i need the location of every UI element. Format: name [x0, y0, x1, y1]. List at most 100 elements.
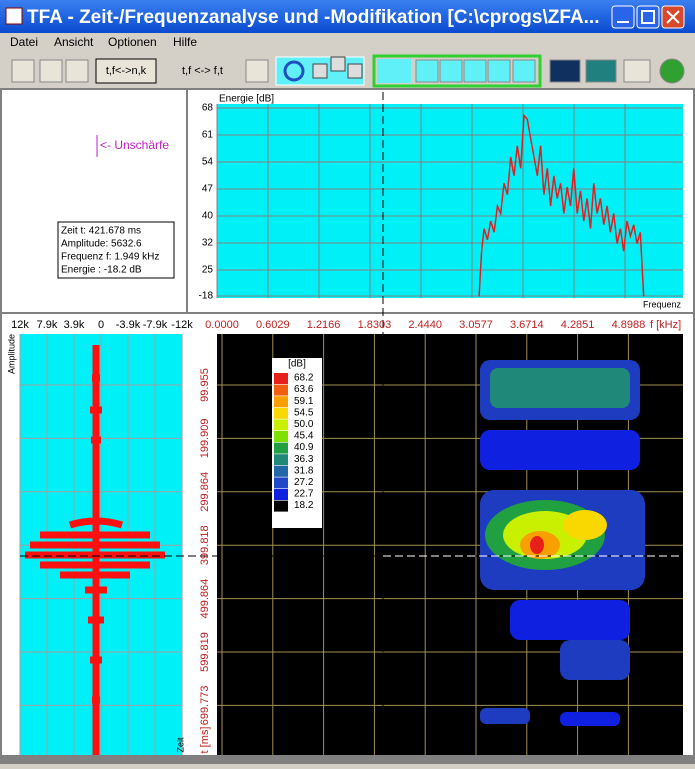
legend-swatch	[274, 407, 288, 419]
info-line: Amplitude: 5632.6	[61, 239, 142, 250]
amplitude-label: Amplitude	[6, 334, 16, 374]
legend-swatch	[274, 396, 288, 408]
legend-level: 22.7	[294, 489, 314, 500]
time-unit: t [ms]	[199, 727, 211, 754]
legend-level: 18.2	[294, 500, 314, 511]
energy-region	[530, 536, 544, 554]
cursor-group	[372, 54, 542, 88]
window-button-glyphs	[617, 10, 680, 24]
info-line: Frequenz f: 1.949 kHz	[61, 252, 159, 263]
legend-unit: [dB]	[288, 359, 306, 370]
legend-level: 45.4	[294, 431, 314, 442]
cursor-button[interactable]	[463, 59, 487, 83]
legend-swatch	[274, 454, 288, 466]
energy-region	[563, 510, 607, 540]
spectrum-y-tick: 40	[202, 211, 214, 222]
freq-tick: 0.0000	[205, 319, 239, 331]
help-button[interactable]	[39, 59, 63, 83]
time-tick: 399.818	[199, 525, 211, 565]
spectrum-y-tick: 47	[202, 184, 214, 195]
camera-button[interactable]	[623, 59, 651, 83]
time-tick: 699.773	[199, 686, 211, 726]
time-label: Zeit	[175, 737, 185, 753]
swap-button[interactable]	[160, 60, 238, 82]
legend-level: 63.6	[294, 384, 314, 395]
amp-tick: 12k	[11, 319, 29, 331]
legend-swatch	[274, 442, 288, 454]
minimize-button[interactable]	[611, 5, 635, 29]
toolbar: t,f<->n,k t,f <-> f,t	[11, 54, 685, 88]
freq-tick: 0.6029	[256, 319, 290, 331]
energy-region	[480, 430, 640, 470]
zoom-in[interactable]	[347, 63, 363, 79]
audio-button[interactable]	[585, 59, 617, 83]
info-line: Zeit t: 421.678 ms	[61, 226, 141, 237]
freq-tick: 1.2166	[307, 319, 341, 331]
legend-swatch	[274, 373, 288, 384]
menu-item[interactable]: Optionen	[108, 35, 157, 49]
spectrum-y-tick: -18	[199, 291, 214, 302]
open-button[interactable]	[11, 59, 35, 83]
info-panel	[2, 90, 186, 312]
legend-swatch	[274, 431, 288, 442]
time-tick: 299.864	[199, 472, 211, 512]
spectrum-y-tick: 25	[202, 265, 214, 276]
energy-region	[510, 600, 630, 640]
freq-tick: 1.8303	[358, 319, 392, 331]
spectrum-y-tick: 54	[202, 157, 214, 168]
waveform	[25, 345, 165, 755]
time-axis-panel	[190, 334, 217, 755]
spectrum-y-tick: 61	[202, 130, 214, 141]
app-icon	[5, 7, 23, 25]
legend-level: 68.2	[294, 373, 314, 384]
waveform-side	[2, 334, 20, 755]
legend-level: 59.1	[294, 396, 314, 407]
zoom-icon[interactable]	[283, 60, 305, 82]
zoom-step[interactable]	[330, 56, 346, 72]
menu-item[interactable]: Ansicht	[54, 35, 94, 49]
freq-unit: f [kHz]	[650, 319, 681, 331]
spectrum-button[interactable]	[549, 59, 581, 83]
legend-level: 40.9	[294, 442, 314, 453]
legend-swatch	[274, 477, 288, 489]
toolbar-label: t,f <-> f,t	[182, 65, 223, 77]
energy-region	[560, 640, 630, 680]
menu-item[interactable]: Datei	[10, 35, 38, 49]
menu-bar: Datei Ansicht Optionen Hilfe	[10, 35, 197, 49]
cursor-button[interactable]	[512, 59, 536, 83]
cursor-button[interactable]	[439, 59, 463, 83]
freq-tick: 4.2851	[561, 319, 595, 331]
toolbar-label: t,f<->n,k	[106, 65, 147, 77]
amp-tick: -12k	[171, 319, 193, 331]
waveform-side	[182, 334, 190, 755]
window-title: TFA - Zeit-/Frequenzanalyse und -Modifik…	[27, 7, 599, 28]
time-tick: 199.909	[199, 419, 211, 459]
cursor-button[interactable]	[415, 59, 439, 83]
energy-region	[490, 368, 630, 408]
energy-region	[560, 712, 620, 726]
info-box	[57, 221, 175, 279]
cursor-button[interactable]	[377, 59, 411, 83]
legend-level: 50.0	[294, 419, 314, 430]
legend-level: 27.2	[294, 477, 314, 488]
axis-row	[2, 314, 693, 334]
amp-tick: -7.9k	[143, 319, 168, 331]
spectrogram-side	[683, 334, 693, 755]
time-tick: 99.955	[199, 368, 211, 402]
amp-tick: 0	[98, 319, 104, 331]
zoom-out[interactable]	[312, 63, 328, 79]
spectrum-xlabel: Frequenz	[643, 299, 682, 309]
info-button[interactable]	[65, 59, 89, 83]
menu-item[interactable]: Hilfe	[173, 35, 197, 49]
maximize-button[interactable]	[636, 5, 660, 29]
legend-level: 36.3	[294, 454, 314, 465]
target-button[interactable]	[659, 58, 685, 84]
energy-region	[480, 708, 530, 724]
freq-tick: 3.6714	[510, 319, 544, 331]
tool-button[interactable]	[245, 59, 269, 83]
cursor-button[interactable]	[487, 59, 511, 83]
toggle-button[interactable]	[95, 58, 157, 84]
annotation: <- Unschärfe	[100, 138, 169, 152]
amp-tick: 7.9k	[37, 319, 58, 331]
